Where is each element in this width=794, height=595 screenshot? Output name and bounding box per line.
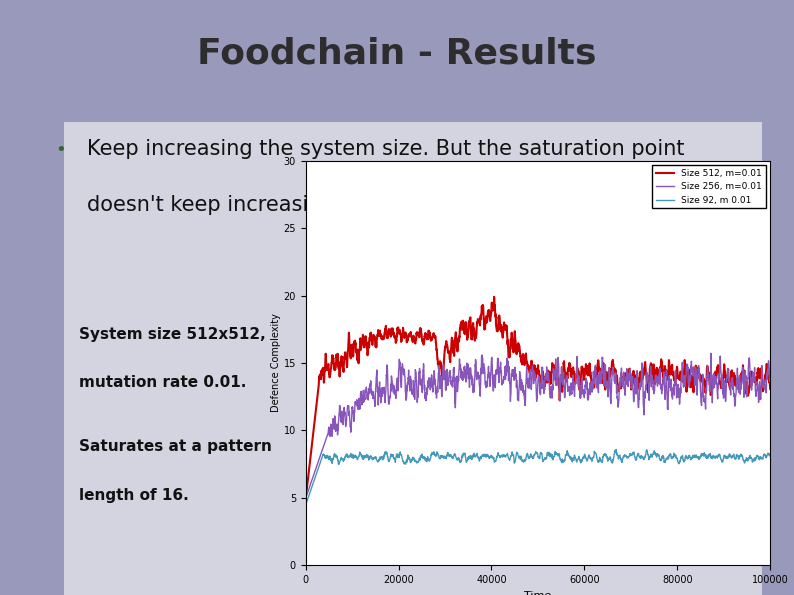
Size 512, m=0.01 — [515, 345, 524, 352]
Size 256, m=0.01 — [752, 387, 761, 394]
Size 92, m 0.01 — [301, 500, 310, 507]
Size 92, m 0.01 — [752, 452, 761, 459]
Text: •: • — [56, 141, 67, 159]
Size 256, m=0.01 — [706, 350, 715, 357]
Line: Size 512, m=0.01: Size 512, m=0.01 — [306, 297, 770, 495]
Size 512, m=0.01 — [752, 375, 761, 382]
Size 92, m 0.01 — [667, 453, 676, 461]
Size 92, m 0.01 — [765, 452, 775, 459]
Size 256, m=0.01 — [515, 384, 524, 392]
Size 512, m=0.01 — [752, 374, 761, 381]
Text: Keep increasing the system size. But the saturation point: Keep increasing the system size. But the… — [87, 139, 685, 159]
Text: mutation rate 0.01.: mutation rate 0.01. — [79, 375, 247, 390]
Size 92, m 0.01 — [752, 453, 761, 460]
Size 512, m=0.01 — [301, 491, 310, 499]
Size 256, m=0.01 — [752, 386, 761, 393]
Size 256, m=0.01 — [301, 494, 310, 501]
Size 512, m=0.01 — [489, 293, 499, 300]
Size 256, m=0.01 — [667, 386, 676, 393]
Y-axis label: Defence Complexity: Defence Complexity — [271, 314, 281, 412]
Size 92, m 0.01 — [325, 454, 334, 461]
Size 256, m=0.01 — [325, 432, 334, 439]
Size 512, m=0.01 — [765, 386, 775, 393]
Text: Foodchain - Results: Foodchain - Results — [197, 36, 597, 71]
Size 92, m 0.01 — [515, 455, 524, 462]
X-axis label: Time: Time — [524, 590, 552, 595]
Line: Size 256, m=0.01: Size 256, m=0.01 — [306, 353, 770, 497]
Size 512, m=0.01 — [527, 359, 537, 367]
Text: System size 512x512,: System size 512x512, — [79, 327, 266, 342]
Size 256, m=0.01 — [765, 373, 775, 380]
Size 256, m=0.01 — [526, 381, 536, 388]
Text: doesn't keep increasing.: doesn't keep increasing. — [87, 195, 341, 215]
Legend: Size 512, m=0.01, Size 256, m=0.01, Size 92, m 0.01: Size 512, m=0.01, Size 256, m=0.01, Size… — [653, 165, 765, 208]
Size 512, m=0.01 — [325, 370, 334, 377]
Size 92, m 0.01 — [611, 446, 621, 453]
Text: length of 16.: length of 16. — [79, 488, 189, 503]
Size 512, m=0.01 — [667, 370, 676, 377]
Text: Saturates at a pattern: Saturates at a pattern — [79, 439, 272, 454]
Line: Size 92, m 0.01: Size 92, m 0.01 — [306, 449, 770, 503]
FancyBboxPatch shape — [64, 122, 762, 595]
Size 92, m 0.01 — [526, 453, 536, 460]
